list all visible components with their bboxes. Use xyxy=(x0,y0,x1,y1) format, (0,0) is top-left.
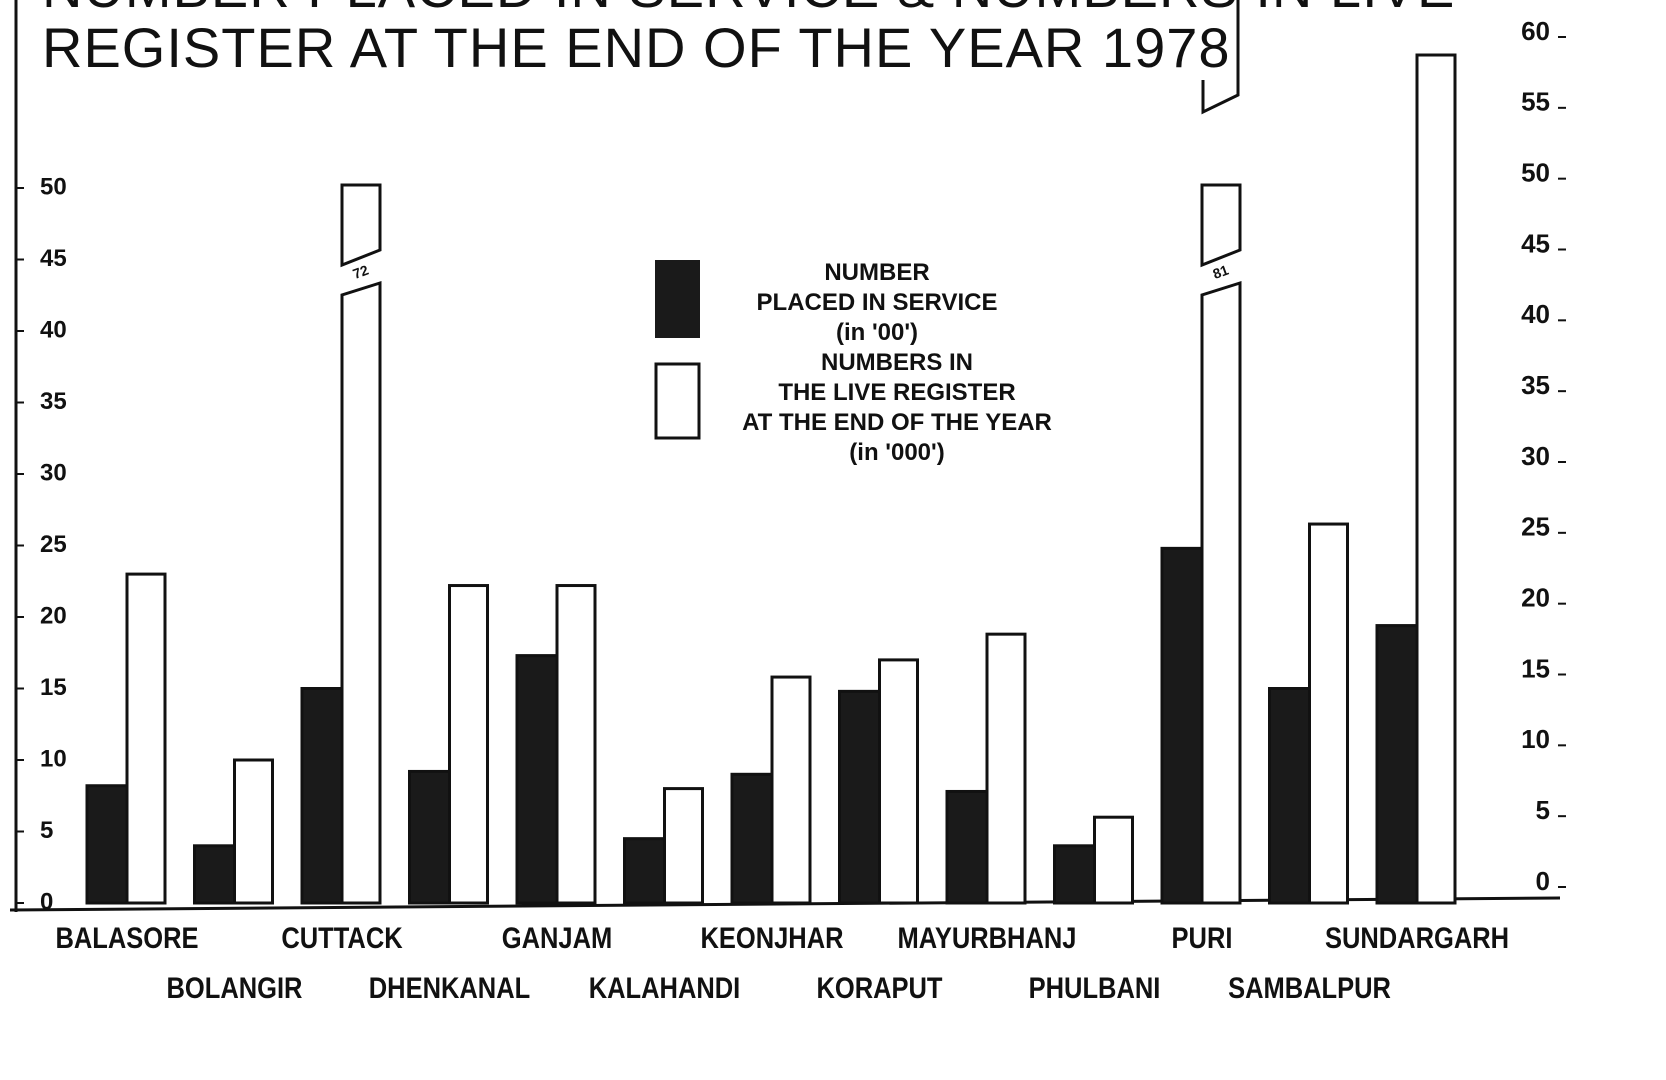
x-tick-label: BOLANGIR xyxy=(167,971,303,1004)
y2-tick-label: 55 xyxy=(1521,87,1550,117)
bar xyxy=(1375,624,1419,905)
x-tick-label: PHULBANI xyxy=(1029,971,1161,1004)
bar xyxy=(448,584,489,905)
y2-tick-label: 50 xyxy=(1521,158,1550,188)
x-tick-label: GANJAM xyxy=(502,921,612,954)
bar xyxy=(125,572,167,905)
bar xyxy=(1415,53,1457,905)
legend-label: NUMBER PLACED IN SERVICE (in '00') xyxy=(756,259,998,346)
bar xyxy=(85,784,129,905)
legend-swatch xyxy=(654,362,701,440)
x-tick-label: KALAHANDI xyxy=(589,971,740,1004)
y2-tick-label: 35 xyxy=(1521,370,1550,400)
bar xyxy=(1308,522,1349,905)
y2-tick-label: 25 xyxy=(1521,512,1550,542)
x-tick-label: SAMBALPUR xyxy=(1228,971,1391,1004)
bar xyxy=(770,675,812,905)
value-label: 81 xyxy=(1211,262,1231,282)
y2-tick-label: 60 xyxy=(1521,16,1550,46)
bar xyxy=(555,584,597,905)
bar-break xyxy=(1200,183,1242,268)
y2-tick-label: 0 xyxy=(1536,866,1550,896)
bar xyxy=(1053,844,1096,905)
y-tick-label: 25 xyxy=(40,531,67,558)
bar xyxy=(730,772,774,905)
bar xyxy=(1160,546,1204,905)
y2-tick-label: 20 xyxy=(1521,583,1550,613)
chart-title: NUMBER PLACED IN SERVICE & NUMBERS IN LI… xyxy=(42,0,1454,79)
y-tick-label: 30 xyxy=(40,459,67,486)
y-tick-label: 20 xyxy=(40,602,67,629)
value-label: 72 xyxy=(351,262,371,282)
x-tick-label: BALASORE xyxy=(55,921,198,954)
y-tick-label: 0 xyxy=(40,888,53,915)
y-tick-label: 10 xyxy=(40,745,67,772)
title-box xyxy=(1201,0,1240,115)
y-tick-label: 15 xyxy=(40,674,67,701)
y-tick-label: 50 xyxy=(40,173,67,200)
bar xyxy=(838,689,881,905)
legend-label: NUMBERS IN THE LIVE REGISTER AT THE END … xyxy=(742,349,1052,466)
y-tick-label: 5 xyxy=(40,817,53,844)
bar xyxy=(663,787,704,905)
bar xyxy=(300,687,344,905)
y-tick-label: 40 xyxy=(40,316,67,343)
bar xyxy=(1268,687,1311,905)
bar-break xyxy=(340,183,382,268)
y2-tick-label: 40 xyxy=(1521,299,1550,329)
bar xyxy=(945,789,989,905)
x-tick-label: CUTTACK xyxy=(281,921,402,954)
x-tick-label: MAYURBHANJ xyxy=(898,921,1077,954)
y2-tick-label: 45 xyxy=(1521,228,1550,258)
y2-tick-label: 15 xyxy=(1521,653,1550,683)
bar xyxy=(340,280,382,905)
y2-tick-label: 10 xyxy=(1521,724,1550,754)
y2-tick-label: 30 xyxy=(1521,441,1550,471)
bar xyxy=(878,658,919,905)
bar xyxy=(515,654,559,905)
x-tick-label: KEONJHAR xyxy=(700,921,843,954)
bar xyxy=(1093,815,1134,905)
bar xyxy=(1200,280,1242,905)
x-tick-label: SUNDARGARH xyxy=(1325,921,1509,954)
bar xyxy=(623,837,666,905)
legend-swatch xyxy=(655,260,700,338)
x-tick-label: KORAPUT xyxy=(816,971,942,1004)
y-tick-label: 35 xyxy=(40,388,67,415)
x-tick-label: DHENKANAL xyxy=(369,971,530,1004)
bar xyxy=(408,769,451,905)
y2-tick-label: 5 xyxy=(1536,795,1550,825)
bar xyxy=(985,632,1027,905)
y-tick-label: 45 xyxy=(40,245,67,272)
x-tick-label: PURI xyxy=(1172,921,1233,954)
bar xyxy=(233,758,274,905)
bar xyxy=(193,844,236,905)
